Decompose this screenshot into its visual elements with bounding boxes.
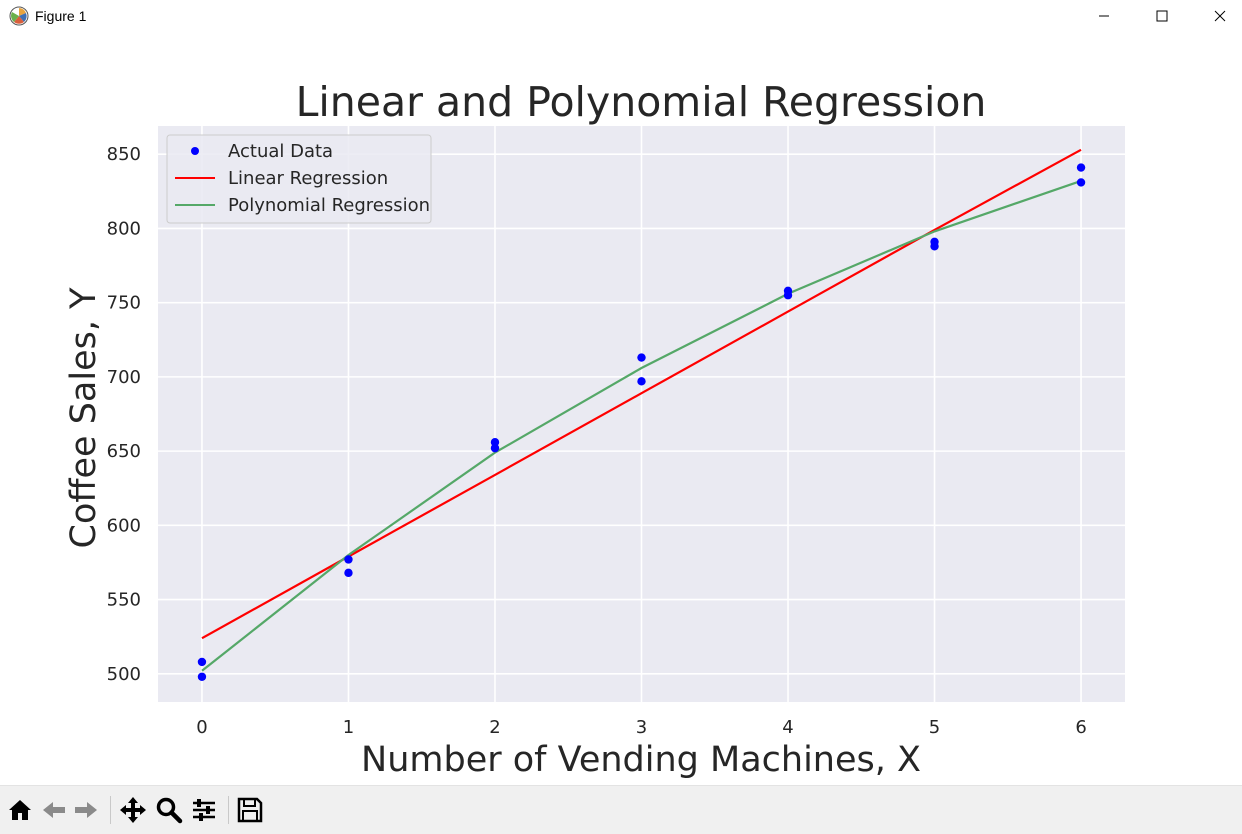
forward-icon (75, 802, 97, 818)
data-point (197, 672, 207, 681)
legend-label-linear: Linear Regression (228, 168, 388, 189)
pan-button[interactable] (117, 794, 149, 826)
home-button[interactable] (4, 794, 36, 826)
legend-label-poly: Polynomial Regression (228, 195, 430, 216)
minimize-button[interactable] (1081, 0, 1127, 32)
legend-marker-actual (191, 147, 199, 155)
x-tick-label: 3 (636, 717, 647, 738)
zoom-icon (156, 797, 183, 824)
pan-icon (120, 797, 146, 823)
data-point (637, 353, 646, 362)
y-axis-label: Coffee Sales, Y (64, 287, 104, 549)
minimize-icon (1099, 15, 1109, 17)
data-point (783, 291, 793, 300)
y-tick-label: 600 (107, 515, 141, 536)
legend-label-actual: Actual Data (228, 141, 333, 162)
x-tick-label: 6 (1075, 717, 1086, 738)
y-tick-label: 500 (107, 664, 141, 685)
y-tick-label: 850 (107, 144, 141, 165)
save-button[interactable] (234, 794, 266, 826)
home-icon (9, 800, 31, 820)
chart-title: Linear and Polynomial Regression (296, 78, 987, 126)
maximize-button[interactable] (1139, 0, 1185, 32)
data-point (1076, 178, 1086, 187)
zoom-button[interactable] (153, 794, 185, 826)
tick-labels: 0 1 2 3 4 5 6 500 550 600 650 700 750 800 850 (107, 144, 1087, 738)
close-icon (1214, 10, 1226, 22)
y-tick-label: 750 (107, 293, 141, 314)
x-tick-label: 4 (782, 717, 793, 738)
data-point (344, 568, 353, 578)
data-point (344, 555, 353, 564)
matplotlib-logo-icon (9, 6, 29, 26)
y-tick-label: 650 (107, 441, 141, 462)
configure-subplots-button[interactable] (188, 794, 220, 826)
regression-chart: Linear and Polynomial Regression 0 1 2 3 4 5 6… (64, 78, 1125, 780)
data-point (1076, 163, 1086, 172)
figure-canvas[interactable]: Linear and Polynomial Regression 0 1 2 3 4 5 6… (0, 32, 1242, 785)
scatter-points (197, 163, 1086, 681)
window-title: Figure 1 (35, 8, 87, 24)
data-point (490, 438, 500, 447)
navigation-toolbar (0, 785, 1242, 834)
data-point (930, 242, 939, 251)
x-tick-label: 5 (929, 717, 940, 738)
y-tick-label: 700 (107, 367, 141, 388)
y-tick-label: 800 (107, 218, 141, 239)
x-axis-label: Number of Vending Machines, X (361, 740, 921, 780)
legend-box (166, 134, 432, 224)
polynomial-regression-line (201, 179, 1082, 672)
back-icon (43, 802, 65, 818)
forward-button[interactable] (70, 794, 102, 826)
x-tick-label: 0 (196, 717, 207, 738)
x-tick-label: 1 (343, 717, 354, 738)
maximize-icon (1156, 10, 1168, 22)
data-point (490, 443, 500, 453)
y-tick-label: 550 (107, 590, 141, 611)
toolbar-separator (110, 796, 111, 824)
chart-legend: Actual Data Linear Regression Polynomial… (166, 134, 432, 224)
save-icon (237, 797, 263, 823)
close-button[interactable] (1197, 0, 1242, 32)
data-point (637, 377, 646, 386)
configure-subplots-icon (193, 799, 215, 821)
toolbar-separator (228, 796, 229, 824)
back-button[interactable] (38, 794, 70, 826)
window-titlebar: Figure 1 (0, 0, 1242, 32)
x-tick-label: 2 (489, 717, 500, 738)
data-point (197, 657, 207, 667)
